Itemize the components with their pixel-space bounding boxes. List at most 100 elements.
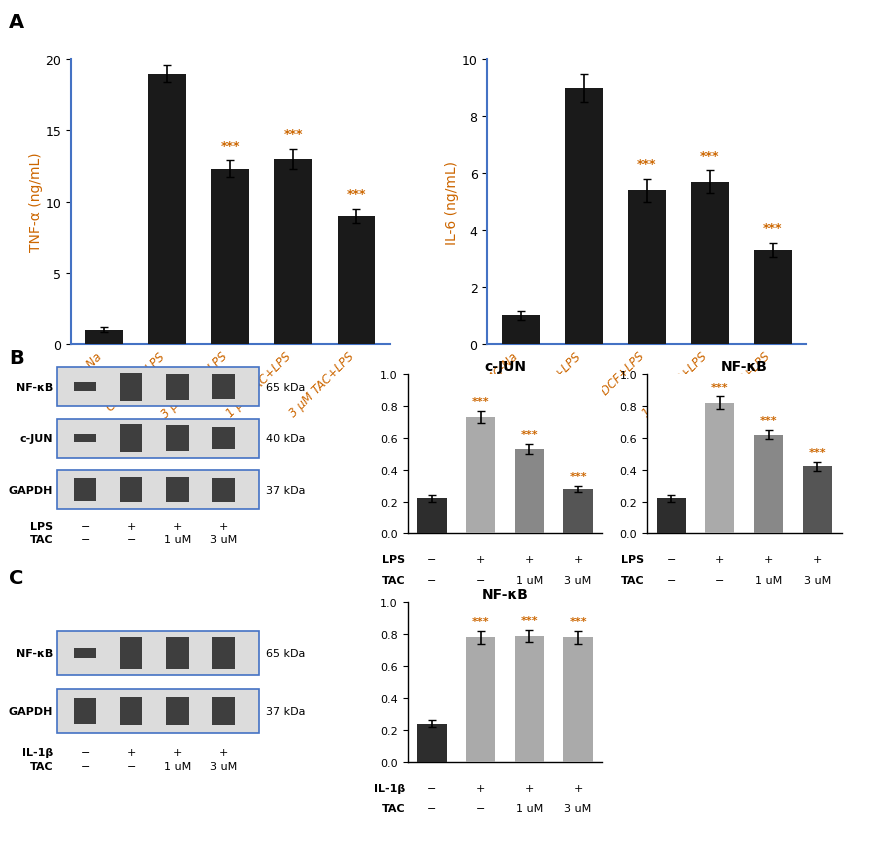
Text: c-JUN: c-JUN xyxy=(19,434,53,443)
FancyBboxPatch shape xyxy=(120,424,143,453)
Text: +: + xyxy=(573,554,583,565)
Text: −: − xyxy=(666,575,676,585)
Text: GAPDH: GAPDH xyxy=(9,486,53,495)
Text: −: − xyxy=(81,746,89,757)
Bar xyxy=(803,467,832,534)
Text: +: + xyxy=(573,783,583,793)
Text: C: C xyxy=(9,568,23,587)
FancyBboxPatch shape xyxy=(166,375,189,400)
Text: ***: *** xyxy=(711,382,728,392)
Y-axis label: IL-6 (ng/mL): IL-6 (ng/mL) xyxy=(445,160,459,245)
FancyBboxPatch shape xyxy=(120,373,143,401)
Text: −: − xyxy=(427,803,437,814)
Text: ***: *** xyxy=(763,222,782,235)
Text: +: + xyxy=(715,554,725,565)
Text: LPS: LPS xyxy=(621,554,644,565)
Bar xyxy=(515,449,544,534)
Text: LPS: LPS xyxy=(30,521,53,531)
Text: 65 kDa: 65 kDa xyxy=(266,382,305,393)
Text: ***: *** xyxy=(760,416,777,425)
Text: −: − xyxy=(476,803,486,814)
Bar xyxy=(563,489,593,534)
Text: 1 uM: 1 uM xyxy=(164,761,190,771)
Bar xyxy=(417,499,447,534)
FancyBboxPatch shape xyxy=(57,631,259,675)
Bar xyxy=(628,191,665,344)
Text: +: + xyxy=(173,746,182,757)
Bar xyxy=(515,636,544,762)
FancyBboxPatch shape xyxy=(166,478,189,503)
Text: ***: *** xyxy=(570,616,587,627)
Text: ***: *** xyxy=(472,616,489,627)
FancyBboxPatch shape xyxy=(74,435,97,443)
FancyBboxPatch shape xyxy=(120,637,143,669)
Text: +: + xyxy=(127,521,136,531)
Text: IL-1β: IL-1β xyxy=(22,746,53,757)
Text: +: + xyxy=(127,746,136,757)
Text: −: − xyxy=(715,575,725,585)
FancyBboxPatch shape xyxy=(74,698,97,724)
Text: ***: *** xyxy=(346,188,366,201)
Text: −: − xyxy=(81,534,89,544)
FancyBboxPatch shape xyxy=(57,368,259,407)
Text: A: A xyxy=(9,13,24,32)
Text: +: + xyxy=(219,521,228,531)
Bar xyxy=(754,435,783,534)
Text: +: + xyxy=(219,746,228,757)
Text: NF-κB: NF-κB xyxy=(16,382,53,393)
Bar xyxy=(212,170,249,344)
FancyBboxPatch shape xyxy=(57,689,259,734)
Text: GAPDH: GAPDH xyxy=(9,706,53,716)
Text: TAC: TAC xyxy=(29,534,53,544)
Text: 37 kDa: 37 kDa xyxy=(266,486,306,495)
Bar xyxy=(501,316,540,344)
Bar xyxy=(705,403,734,534)
Title: NF-κB: NF-κB xyxy=(482,587,528,602)
Text: −: − xyxy=(127,534,136,544)
FancyBboxPatch shape xyxy=(57,471,259,510)
Text: ***: *** xyxy=(700,150,719,163)
FancyBboxPatch shape xyxy=(212,375,235,400)
Text: TAC: TAC xyxy=(382,575,405,585)
Text: TAC: TAC xyxy=(29,761,53,771)
Text: 37 kDa: 37 kDa xyxy=(266,706,306,716)
Bar xyxy=(338,217,376,344)
Title: c-JUN: c-JUN xyxy=(484,359,526,374)
Text: +: + xyxy=(476,783,486,793)
FancyBboxPatch shape xyxy=(166,697,189,725)
Bar xyxy=(691,183,728,344)
Text: −: − xyxy=(427,554,437,565)
FancyBboxPatch shape xyxy=(120,697,143,725)
Text: +: + xyxy=(525,783,534,793)
Text: ***: *** xyxy=(637,158,657,171)
FancyBboxPatch shape xyxy=(74,648,97,659)
Text: +: + xyxy=(173,521,182,531)
Text: IL-1β: IL-1β xyxy=(374,783,405,793)
Text: TAC: TAC xyxy=(621,575,644,585)
Text: ***: *** xyxy=(570,471,587,481)
Text: LPS: LPS xyxy=(382,554,405,565)
Text: −: − xyxy=(127,761,136,771)
Bar xyxy=(657,499,686,534)
Text: 1 uM: 1 uM xyxy=(755,575,782,585)
FancyBboxPatch shape xyxy=(212,478,235,502)
Bar xyxy=(275,160,312,344)
Bar xyxy=(565,89,602,344)
Text: ***: *** xyxy=(809,448,826,457)
FancyBboxPatch shape xyxy=(212,637,235,669)
Text: −: − xyxy=(81,761,89,771)
Text: +: + xyxy=(525,554,534,565)
Text: NF-κB: NF-κB xyxy=(16,648,53,658)
Bar xyxy=(85,331,123,344)
FancyBboxPatch shape xyxy=(166,426,189,452)
Title: NF-κB: NF-κB xyxy=(721,359,767,374)
Text: ***: *** xyxy=(284,128,303,141)
Bar xyxy=(466,418,495,534)
FancyBboxPatch shape xyxy=(212,428,235,449)
Text: ***: *** xyxy=(521,615,538,625)
Bar xyxy=(754,251,792,344)
FancyBboxPatch shape xyxy=(74,479,97,502)
FancyBboxPatch shape xyxy=(57,419,259,458)
Bar xyxy=(417,724,447,762)
Bar xyxy=(563,638,593,762)
